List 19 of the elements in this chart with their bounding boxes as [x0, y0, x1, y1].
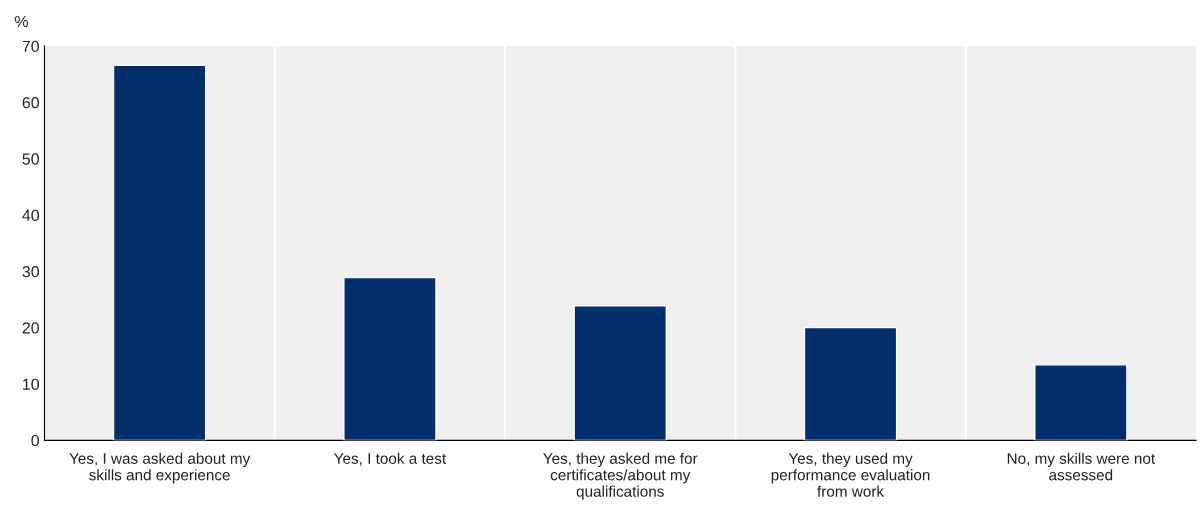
bar — [573, 305, 667, 441]
y-tick-label: 20 — [22, 322, 39, 334]
y-tick-label: 60 — [22, 97, 39, 109]
y-tick-label: 40 — [22, 209, 39, 221]
bar — [343, 276, 437, 441]
x-tick-label: No, my skills were not assessed — [1007, 452, 1156, 481]
x-tick-label: Yes, they used my performance evaluation from work — [771, 452, 930, 497]
y-tick-label: 30 — [22, 265, 39, 278]
x-tick-label: Yes, they asked me for certificates/about my qualifications — [543, 452, 698, 500]
bar — [1034, 364, 1128, 441]
y-tick-label: 50 — [22, 153, 39, 165]
y-tick-label: 70 — [22, 40, 39, 53]
y-tick-label: 0 — [31, 434, 39, 447]
x-tick-label: Yes, I took a test — [334, 452, 447, 466]
y-tick-label: 10 — [23, 378, 39, 390]
y-axis-title: % — [14, 15, 28, 28]
bar — [803, 326, 898, 441]
x-tick-label: Yes, I was asked about my skills and experience — [69, 452, 251, 484]
bar — [112, 64, 207, 441]
